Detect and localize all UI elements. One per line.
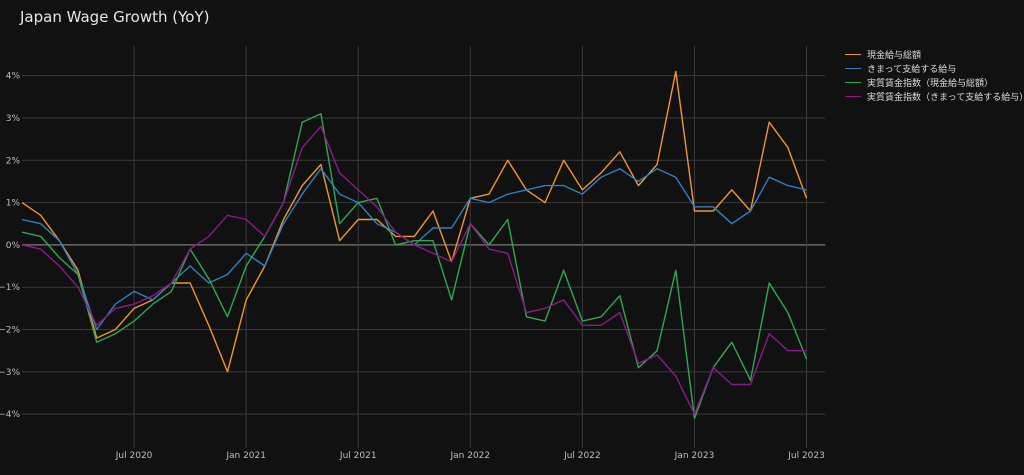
y-tick-label: 4% xyxy=(6,72,21,82)
y-tick-label: 0% xyxy=(6,241,21,251)
gridlines xyxy=(22,46,825,448)
x-tick-label: Jul 2023 xyxy=(787,451,825,461)
y-tick-label: 1% xyxy=(6,199,21,209)
x-tick-label: Jan 2023 xyxy=(674,451,715,461)
legend-swatch xyxy=(845,67,861,69)
y-tick-label: 2% xyxy=(6,156,21,166)
y-tick-label: −4% xyxy=(0,410,20,420)
series-line-1 xyxy=(21,70,808,373)
series-line-3 xyxy=(21,112,808,420)
legend-swatch xyxy=(845,81,861,83)
series-lines xyxy=(21,70,808,420)
legend-swatch xyxy=(845,53,861,55)
chart-title: Japan Wage Growth (YoY) xyxy=(20,8,210,26)
x-tick-label: Jul 2021 xyxy=(339,451,377,461)
legend-item-4[interactable]: 実質賃金指数（きまって支給する給与） xyxy=(845,89,1024,103)
legend-swatch xyxy=(845,95,861,97)
series-line-4 xyxy=(21,125,807,415)
y-tick-label: −3% xyxy=(0,368,20,378)
legend: 現金給与総額きまって支給する給与実質賃金指数（現金給与総額） 実質賃金指数（きまっ… xyxy=(845,47,1024,103)
x-tick-label: Jul 2020 xyxy=(115,451,153,461)
y-tick-label: −1% xyxy=(0,283,20,293)
legend-label: 実質賃金指数（現金給与総額） xyxy=(867,78,994,89)
x-tick-label: Jan 2022 xyxy=(449,451,490,461)
y-tick-label: −2% xyxy=(0,326,20,336)
y-tick-label: 3% xyxy=(6,114,21,124)
x-tick-label: Jan 2021 xyxy=(225,451,266,461)
axis-labels: −4% −3% −2% −1% 0% 1% 2% 3% 4% Jul 2020 Jan 2021 Ju… xyxy=(0,72,825,461)
legend-label: きまって支給する給与 xyxy=(867,64,957,75)
legend-item-1[interactable]: 現金給与総額 xyxy=(845,47,1024,61)
legend-label: 実質賃金指数（きまって支給する給与） xyxy=(867,92,1024,103)
legend-item-3[interactable]: 実質賃金指数（現金給与総額） xyxy=(845,75,1024,89)
legend-label: 現金給与総額 xyxy=(867,50,922,61)
x-tick-label: Jul 2022 xyxy=(563,451,601,461)
legend-item-2[interactable]: きまって支給する給与 xyxy=(845,61,1024,75)
